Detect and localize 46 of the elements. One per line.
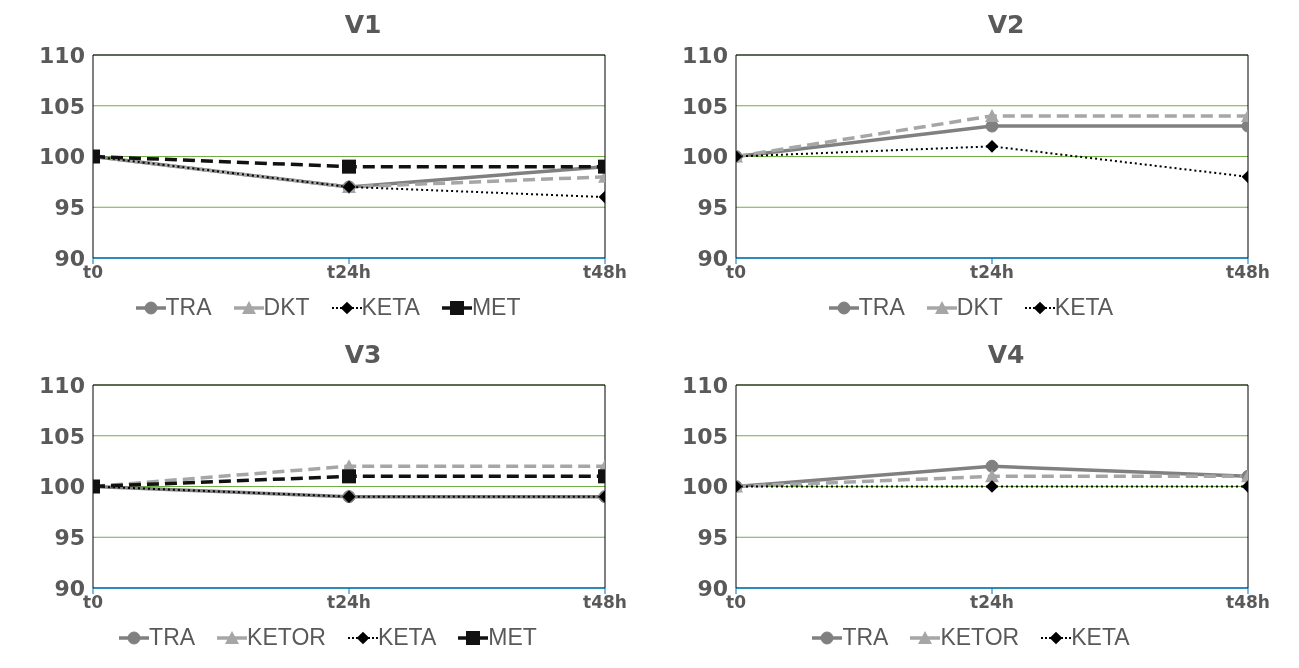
- x-tick-label: t24h: [970, 262, 1014, 283]
- x-tick-label: t48h: [583, 592, 627, 613]
- legend-label: KETOR: [940, 624, 1020, 651]
- y-tick-label: 100: [682, 144, 728, 170]
- legend-label: TRA: [842, 624, 889, 651]
- legend-label: TRA: [149, 624, 196, 651]
- x-tick-label: t24h: [327, 592, 371, 613]
- y-tick-label: 100: [39, 144, 85, 170]
- chart-title: V1: [343, 9, 383, 41]
- y-tick-label: 110: [39, 372, 85, 398]
- y-tick-label: 95: [54, 195, 85, 221]
- x-tick-label: t24h: [970, 592, 1014, 613]
- legend-label: TRA: [165, 294, 212, 321]
- y-tick-label: 110: [682, 372, 728, 398]
- y-tick-label: 95: [54, 525, 85, 551]
- y-tick-label: 105: [39, 93, 85, 119]
- x-tick-label: t48h: [1226, 592, 1270, 613]
- legend-label: KETOR: [247, 624, 326, 651]
- chart-title: V2: [986, 9, 1026, 41]
- legend-label: KETA: [361, 294, 420, 321]
- y-tick-label: 95: [697, 195, 728, 221]
- legend-label: TRA: [858, 294, 905, 321]
- x-tick-label: t48h: [583, 262, 627, 283]
- legend-label: KETA: [377, 624, 437, 651]
- y-tick-label: 95: [697, 525, 728, 551]
- chart-title: V3: [343, 339, 383, 371]
- legend-label: DKT: [956, 294, 1003, 321]
- y-tick-label: 110: [39, 42, 85, 68]
- chart-title: V4: [986, 339, 1026, 371]
- y-tick-label: 100: [39, 474, 85, 500]
- y-tick-label: 105: [682, 93, 728, 119]
- y-tick-label: 105: [682, 423, 728, 449]
- legend-label: KETA: [1054, 294, 1114, 321]
- x-tick-label: t0: [83, 262, 104, 283]
- x-tick-label: t0: [726, 262, 747, 283]
- legend-label: DKT: [263, 294, 310, 321]
- x-tick-label: t48h: [1226, 262, 1270, 283]
- x-tick-label: t24h: [327, 262, 371, 283]
- y-tick-label: 105: [39, 423, 85, 449]
- x-tick-label: t0: [726, 592, 747, 613]
- legend-label: MET: [488, 624, 537, 651]
- legend-label: KETA: [1071, 624, 1130, 651]
- y-tick-label: 100: [682, 474, 728, 500]
- legend-label: MET: [471, 294, 521, 321]
- y-tick-label: 110: [682, 42, 728, 68]
- x-tick-label: t0: [83, 592, 104, 613]
